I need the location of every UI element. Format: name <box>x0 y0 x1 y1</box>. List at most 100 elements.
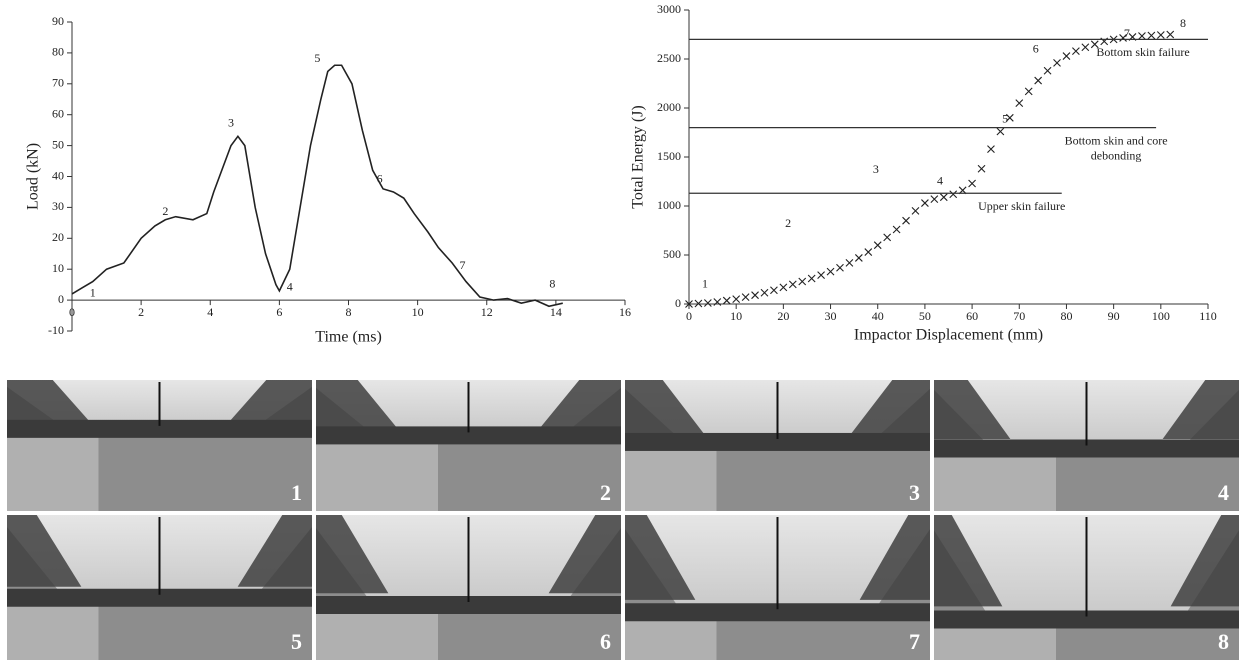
y-tick-label: 500 <box>663 247 681 261</box>
photo: 2 <box>316 380 621 511</box>
photo-left-shade <box>625 438 717 511</box>
x-marker <box>1005 113 1014 122</box>
x-marker <box>921 199 929 207</box>
x-marker <box>977 164 986 173</box>
fixture-left <box>625 380 704 434</box>
x-marker <box>864 248 873 256</box>
x-marker <box>1090 40 1099 49</box>
x-marker <box>930 195 939 204</box>
x-marker <box>845 258 854 267</box>
x-tick-label: 40 <box>872 309 884 323</box>
x-marker <box>1072 47 1080 56</box>
photo: 4 <box>934 380 1239 511</box>
x-tick-label: 14 <box>550 305 562 319</box>
x-marker <box>902 216 910 225</box>
x-marker <box>685 300 693 308</box>
photo-number: 6 <box>600 629 611 654</box>
x-marker <box>1024 87 1033 96</box>
photo-number: 2 <box>600 480 611 505</box>
point-annotation: 5 <box>314 51 320 65</box>
x-axis-title: Impactor Displacement (mm) <box>854 327 1043 344</box>
x-tick-label: 10 <box>412 305 424 319</box>
photo-number: 7 <box>909 629 920 654</box>
sample-band <box>934 439 1239 458</box>
x-marker <box>826 267 835 276</box>
point-annotation: 4 <box>937 174 943 188</box>
x-marker <box>1138 32 1146 40</box>
photo-left-shade <box>316 432 438 511</box>
point-annotation: 6 <box>1033 42 1039 56</box>
photo: 5 <box>7 515 312 660</box>
x-marker <box>873 241 882 250</box>
point-annotation: 5 <box>1002 112 1008 126</box>
x-tick-label: 100 <box>1152 309 1170 323</box>
x-marker <box>1156 31 1165 39</box>
photo-number: 1 <box>291 480 302 505</box>
sample-band <box>316 596 621 614</box>
x-marker <box>722 296 731 305</box>
x-marker <box>987 145 995 154</box>
chart-panel: 0 500 1000 1500 2000 2500 3000 0 10 20 30 40 50 60 70 8… <box>630 2 1217 344</box>
threshold-label: Upper skin failure <box>978 199 1065 213</box>
x-marker <box>694 299 703 308</box>
x-marker <box>996 127 1005 136</box>
x-axis-title: Time (ms) <box>315 329 382 346</box>
fixture-right <box>859 515 930 600</box>
y-tick-label: 60 <box>52 106 64 120</box>
x-marker <box>732 295 741 303</box>
x-marker <box>798 277 807 286</box>
y-axis-title: Total Energy (J) <box>630 105 647 208</box>
x-tick-label: 60 <box>966 309 978 323</box>
x-marker <box>911 207 920 215</box>
photo: 7 <box>625 515 930 660</box>
x-marker <box>760 288 769 297</box>
x-marker <box>1119 34 1127 42</box>
x-marker <box>779 283 788 292</box>
fixture-right <box>851 380 930 434</box>
x-tick-label: 20 <box>777 309 789 323</box>
threshold-label: Bottom skin failure <box>1096 45 1189 59</box>
y-tick-label: 20 <box>52 230 64 244</box>
x-marker <box>713 298 722 306</box>
fixture-right <box>540 380 621 428</box>
x-tick-label: 110 <box>1199 309 1217 323</box>
y-tick-label: 10 <box>52 261 64 275</box>
x-marker <box>1015 99 1024 107</box>
x-tick-label: 80 <box>1060 309 1072 323</box>
x-marker <box>1043 66 1052 75</box>
photo: 8 <box>934 515 1239 660</box>
x-marker <box>788 280 797 289</box>
fixture-left <box>625 515 696 600</box>
y-tick-label: 40 <box>52 168 64 182</box>
y-tick-label: 50 <box>52 137 64 151</box>
y-tick-label: 90 <box>52 14 64 28</box>
x-tick-label: 10 <box>730 309 742 323</box>
threshold-label: Bottom skin and core <box>1065 133 1168 147</box>
point-annotation: 3 <box>873 162 879 176</box>
x-marker <box>892 225 901 234</box>
point-annotation: 2 <box>785 216 791 230</box>
y-tick-label: 2000 <box>657 100 681 114</box>
x-marker <box>1062 52 1071 60</box>
y-tick-label: 3000 <box>657 2 681 16</box>
y-tick-label: 1500 <box>657 149 681 163</box>
fixture-left <box>7 380 90 422</box>
photo-number: 4 <box>1218 480 1229 505</box>
y-tick-label: 30 <box>52 199 64 213</box>
fixture-left <box>316 515 389 594</box>
x-tick-label: 70 <box>1013 309 1025 323</box>
y-tick-label: 2500 <box>657 51 681 65</box>
x-tick-label: 8 <box>346 305 352 319</box>
x-marker <box>703 299 712 307</box>
sample-band <box>934 610 1239 629</box>
point-annotation: 1 <box>702 277 708 291</box>
x-tick-label: 0 <box>686 309 692 323</box>
y-tick-label: 0 <box>58 292 64 306</box>
sample-band <box>625 432 930 451</box>
x-marker <box>1166 30 1175 39</box>
point-annotation: 2 <box>162 204 168 218</box>
photo: 6 <box>316 515 621 660</box>
point-annotation: 7 <box>460 258 466 272</box>
